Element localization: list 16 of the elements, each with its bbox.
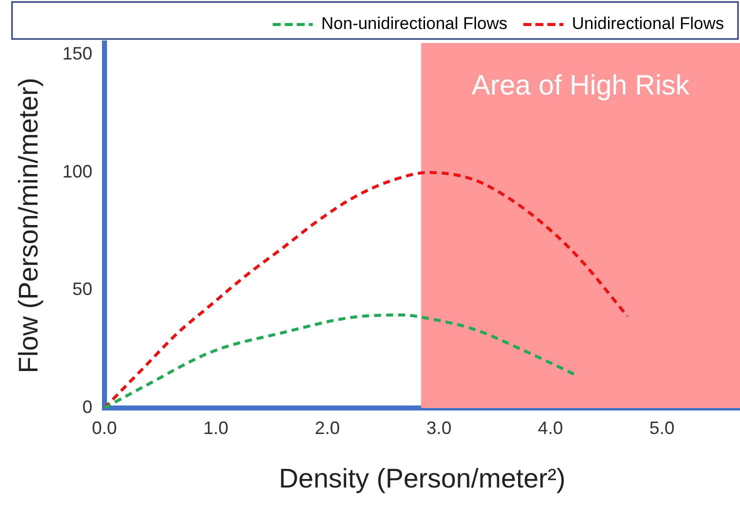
y-tick-label: 50 — [72, 279, 92, 300]
y-tick-label: 0 — [82, 396, 92, 417]
x-tick-label: 0.0 — [92, 418, 117, 438]
legend-label: Unidirectional Flows — [572, 14, 724, 34]
line-series — [104, 171, 629, 408]
band-label: Area of High Risk — [472, 70, 690, 101]
y-tick-label: 100 — [62, 161, 92, 182]
x-tick-label: 3.0 — [426, 418, 452, 438]
y-axis-title: Flow (Person/min/meter) — [14, 78, 44, 374]
x-tick-label: 1.0 — [203, 418, 228, 438]
x-tick-label: 4.0 — [538, 418, 563, 438]
x-tick-label: 5.0 — [649, 418, 674, 438]
legend-label: Non-unidirectional Flows — [321, 14, 508, 34]
x-tick-label: 2.0 — [314, 418, 340, 438]
x-axis-title: Density (Person/meter²) — [278, 463, 566, 494]
y-tick-label: 150 — [62, 44, 92, 64]
